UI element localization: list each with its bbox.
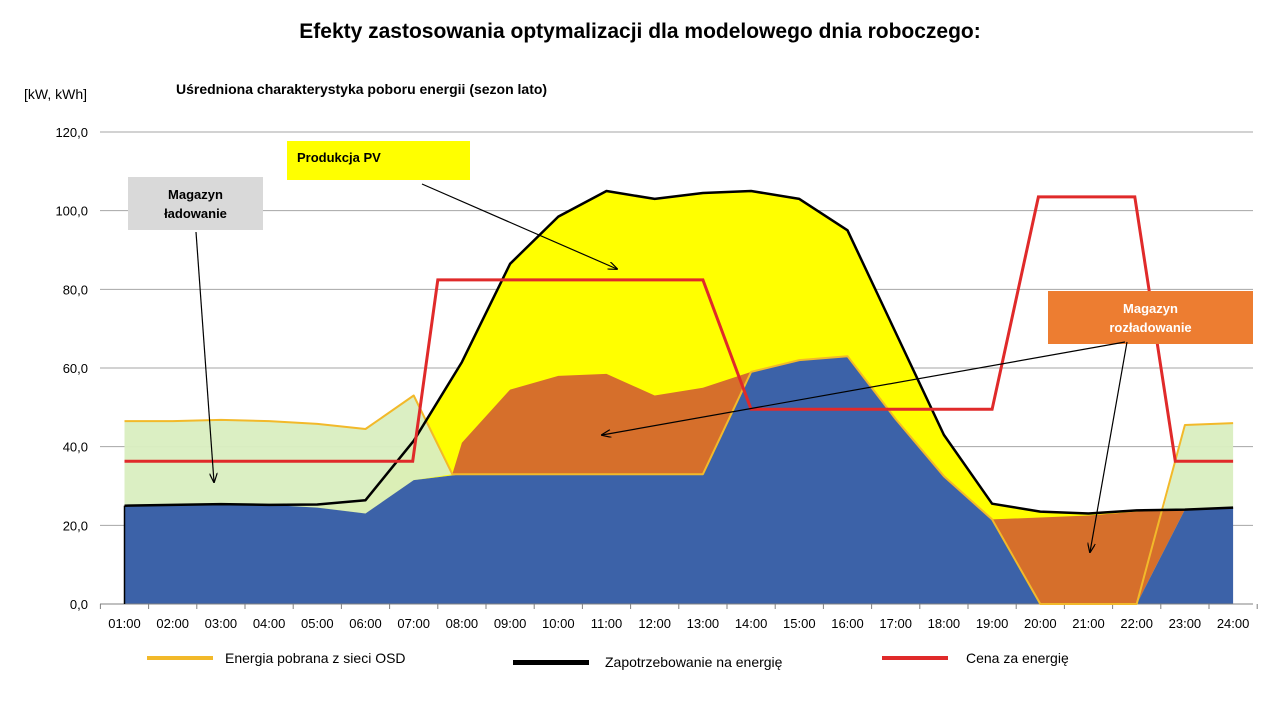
annotation-pv-box: Produkcja PV xyxy=(287,141,470,180)
x-tick-label: 03:00 xyxy=(205,616,238,631)
annotation-pv-bg xyxy=(287,141,470,180)
legend-label-price: Cena za energię xyxy=(966,650,1069,666)
x-tick-label: 22:00 xyxy=(1120,616,1153,631)
x-tick-label: 11:00 xyxy=(591,616,623,631)
x-tick-label: 17:00 xyxy=(879,616,912,631)
x-tick-label: 20:00 xyxy=(1024,616,1057,631)
x-tick-label: 19:00 xyxy=(976,616,1009,631)
legend-item-price: Cena za energię xyxy=(882,648,1069,668)
arrow-discharge-evening xyxy=(1090,341,1128,552)
annotation-discharge-line1: Magazyn xyxy=(1123,300,1178,316)
legend-swatch-price xyxy=(882,656,948,660)
x-tick-label: 05:00 xyxy=(301,616,334,631)
series-line-demand xyxy=(124,189,1234,515)
x-tick-label: 16:00 xyxy=(831,616,864,631)
y-axis-unit-label: [kW, kWh] xyxy=(24,86,87,102)
y-tick-label: 40,0 xyxy=(63,440,88,455)
y-tick-label: 120,0 xyxy=(55,125,88,140)
x-tick-label: 18:00 xyxy=(928,616,961,631)
x-tick-label: 14:00 xyxy=(735,616,768,631)
arrow-discharge-day xyxy=(602,341,1126,435)
grid-supply-area xyxy=(124,356,1234,604)
legend-swatch-grid xyxy=(147,656,213,660)
x-tick-label: 02:00 xyxy=(156,616,189,631)
x-tick-label: 13:00 xyxy=(687,616,720,631)
x-tick-label: 23:00 xyxy=(1169,616,1202,631)
chart-title: Efekty zastosowania optymalizacji dla mo… xyxy=(299,20,981,43)
x-tick-label: 09:00 xyxy=(494,616,527,631)
series-line-grid xyxy=(124,355,1234,605)
legend-item-grid: Energia pobrana z sieci OSD xyxy=(147,648,406,668)
x-tick-label: 01:00 xyxy=(108,616,141,631)
battery-charge-area-morning xyxy=(124,395,453,514)
legend-item-demand: Zapotrzebowanie na energię xyxy=(513,652,782,672)
y-tick-label: 100,0 xyxy=(55,204,88,219)
arrow-pv xyxy=(421,183,617,269)
annotation-charge-line1: Magazyn xyxy=(168,186,223,202)
chart-subtitle: Uśredniona charakterystyka poboru energi… xyxy=(176,81,548,97)
y-tick-label: 20,0 xyxy=(63,518,88,533)
x-tick-label: 08:00 xyxy=(446,616,479,631)
annotation-charge-box: Magazyn ładowanie xyxy=(128,177,263,230)
x-tick-label: 07:00 xyxy=(397,616,430,631)
x-tick-label: 10:00 xyxy=(542,616,575,631)
annotation-discharge-bg xyxy=(1048,291,1253,344)
x-tick-label: 12:00 xyxy=(638,616,671,631)
legend-swatch-demand xyxy=(513,659,589,665)
x-tick-label: 04:00 xyxy=(253,616,286,631)
y-tick-label: 80,0 xyxy=(63,282,88,297)
x-tick-label: 24:00 xyxy=(1217,616,1250,631)
y-tick-label: 0,0 xyxy=(70,597,88,612)
arrow-charge xyxy=(195,231,214,482)
annotation-charge-bg xyxy=(128,177,263,230)
annotation-discharge-line2: rozładowanie xyxy=(1109,319,1192,335)
annotation-discharge-box: Magazyn rozładowanie xyxy=(1048,291,1253,344)
x-tick-label: 21:00 xyxy=(1072,616,1105,631)
x-tick-label: 15:00 xyxy=(783,616,816,631)
annotation-pv-label: Produkcja PV xyxy=(297,150,381,165)
battery-discharge-area-day xyxy=(452,371,752,475)
annotation-charge-line2: ładowanie xyxy=(164,205,227,221)
battery-discharge-area-evening xyxy=(992,509,1185,604)
legend-label-demand: Zapotrzebowanie na energię xyxy=(605,654,783,670)
x-tick-label: 06:00 xyxy=(349,616,382,631)
battery-charge-area-night xyxy=(1141,423,1234,597)
y-tick-label: 60,0 xyxy=(63,361,88,376)
legend-label-grid: Energia pobrana z sieci OSD xyxy=(225,650,406,666)
